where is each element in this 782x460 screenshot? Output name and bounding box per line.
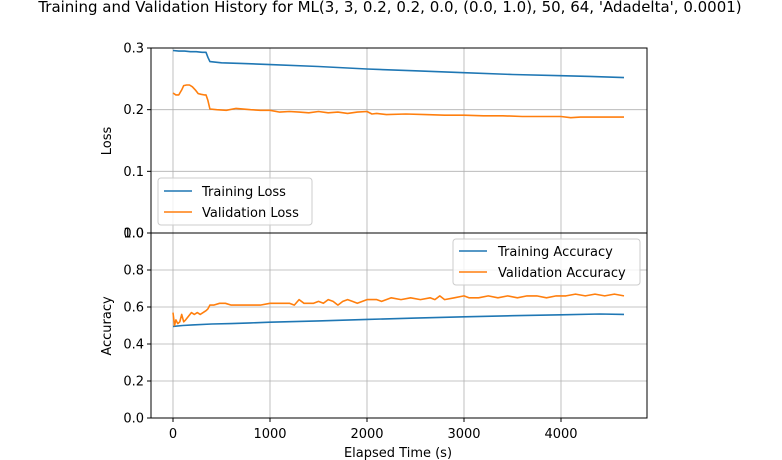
accuracy-lines — [172, 293, 625, 328]
xtick-label-1000: 1000 — [253, 427, 286, 442]
loss-ytick-label-0.3: 0.3 — [123, 42, 144, 57]
loss-legend: Training Loss Validation Loss — [157, 177, 313, 226]
accuracy-legend: Training Accuracy Validation Accuracy — [452, 238, 641, 286]
xtick-label-3000: 3000 — [447, 427, 480, 442]
accuracy-legend-validation-label: Validation Accuracy — [498, 266, 626, 281]
loss-ytick-label-0.2: 0.2 — [123, 103, 144, 118]
accuracy-legend-training-label: Training Accuracy — [497, 245, 613, 260]
accuracy-ytick-label-0.2: 0.2 — [123, 375, 144, 390]
loss-ytick-label-0.0: 0.0 — [123, 227, 144, 242]
accuracy-axes-frame — [150, 232, 648, 419]
accuracy-ylabel: Accuracy — [100, 296, 115, 356]
accuracy-y-ticks: 0.0 0.2 0.4 0.6 0.8 1.0 — [123, 227, 151, 427]
xtick-label-2000: 2000 — [350, 427, 383, 442]
accuracy-ytick-label-0.4: 0.4 — [123, 338, 144, 353]
loss-ylabel: Loss — [100, 127, 115, 156]
accuracy-subplot: 0.0 0.2 0.4 0.6 0.8 1.0 Accuracy Training Acc… — [100, 227, 648, 427]
loss-subplot: 0.0 0.1 0.2 0.3 Loss Training Loss Validati… — [100, 42, 648, 242]
xtick-label-4000: 4000 — [544, 427, 577, 442]
loss-legend-box — [157, 177, 313, 226]
loss-lines — [172, 49, 625, 119]
accuracy-series-training-accuracy — [172, 313, 625, 328]
xtick-label-0: 0 — [169, 427, 177, 442]
accuracy-ytick-label-1.0: 1.0 — [123, 227, 144, 242]
chart-title: Training and Validation History for ML(3… — [37, 0, 741, 16]
accuracy-series-validation-accuracy — [172, 293, 625, 327]
loss-y-ticks: 0.0 0.1 0.2 0.3 — [123, 42, 151, 242]
x-axis-label: Elapsed Time (s) — [344, 446, 452, 460]
loss-series-training-loss — [172, 49, 625, 79]
accuracy-legend-box — [452, 238, 641, 286]
x-ticks: 0 1000 2000 3000 4000 — [169, 418, 578, 442]
loss-series-validation-loss — [172, 84, 624, 119]
loss-legend-validation-label: Validation Loss — [202, 206, 299, 221]
loss-legend-training-label: Training Loss — [201, 185, 286, 200]
accuracy-ytick-label-0.8: 0.8 — [123, 264, 144, 279]
accuracy-ytick-label-0.0: 0.0 — [123, 412, 144, 427]
accuracy-ytick-label-0.6: 0.6 — [123, 301, 144, 316]
loss-ytick-label-0.1: 0.1 — [123, 165, 144, 180]
